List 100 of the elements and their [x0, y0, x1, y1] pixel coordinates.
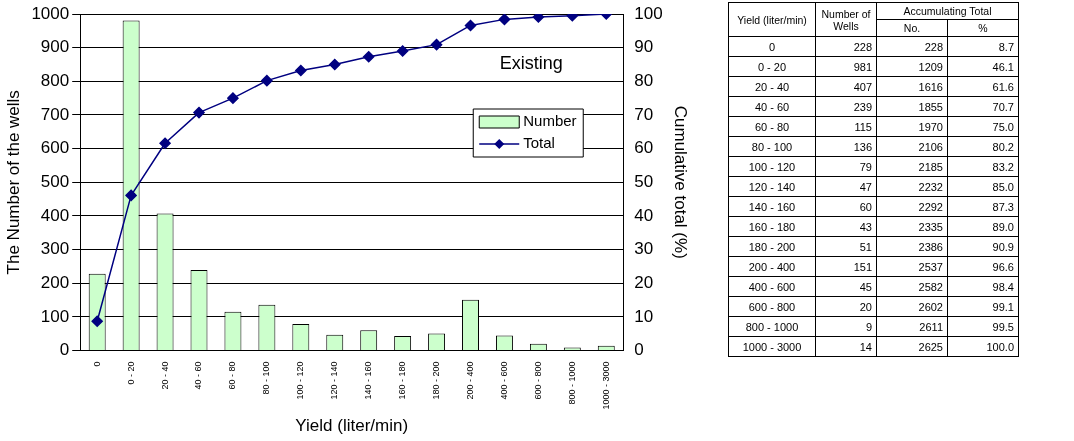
data-label: 2386: [876, 236, 948, 257]
data-label: 981: [815, 56, 877, 77]
data-label: 136: [815, 136, 877, 157]
category-label: 60 - 80: [728, 116, 816, 137]
text: Yield (liter/min): [728, 2, 816, 37]
legend-label: Total: [523, 134, 555, 152]
data-label: 1855: [876, 96, 948, 117]
data-label: 228: [876, 36, 948, 57]
y-tick-label: 800: [40, 71, 70, 90]
category-label: 120 - 140: [728, 176, 816, 197]
legend-label: Number: [523, 112, 577, 130]
category-label: 800 - 1000: [728, 316, 816, 337]
x-tick-label: 600 - 800: [532, 361, 543, 400]
y-tick-label: 100: [40, 306, 70, 326]
data-label: 100.0: [947, 336, 1019, 357]
data-label: 1616: [876, 76, 948, 97]
data-label: 75.0: [947, 116, 1019, 137]
point: [193, 106, 205, 119]
category-label: 200 - 400: [728, 256, 816, 277]
data-label: 228: [815, 36, 877, 57]
data-label: 407: [815, 76, 877, 97]
point: [91, 315, 103, 328]
x-tick-label: 120 - 140: [329, 361, 340, 400]
y-tick-label: 600: [40, 138, 70, 158]
y-tick-label: 0: [59, 340, 70, 360]
y2-tick-label: 80: [634, 71, 654, 90]
annotation: Existing: [499, 53, 563, 74]
category-label: 0: [728, 36, 816, 57]
data-label: 99.5: [947, 316, 1019, 337]
text: Accumulating Total: [876, 2, 1019, 20]
category-label: 100 - 120: [728, 156, 816, 177]
data-label: 2537: [876, 256, 948, 277]
x-tick-label: 40 - 60: [193, 361, 204, 390]
category-label: 0 - 20: [728, 56, 816, 77]
data-label: 2602: [876, 296, 948, 317]
y2-tick-label: 60: [634, 138, 654, 158]
y2-tick-label: 30: [634, 239, 654, 259]
data-label: 9: [815, 316, 877, 337]
data-label: 90.9: [947, 236, 1019, 257]
y-tick-label: 900: [40, 37, 70, 57]
data-label: 1209: [876, 56, 948, 77]
text: No.: [876, 19, 948, 37]
y2-tick-label: 100: [634, 3, 663, 23]
x-tick-label: 180 - 200: [431, 361, 442, 400]
category-label: 140 - 160: [728, 196, 816, 217]
data-label: 51: [815, 236, 877, 257]
x-tick-label: 200 - 400: [465, 361, 475, 400]
category-label: 20 - 40: [728, 76, 816, 97]
y2-tick-label: 70: [634, 104, 654, 124]
point: [362, 50, 375, 63]
text: %: [947, 19, 1019, 37]
x-axis-title: Yield (liter/min): [295, 416, 409, 436]
data-label: 20: [815, 296, 877, 317]
x-tick-label: 60 - 80: [227, 361, 238, 390]
data-label: 2335: [876, 216, 948, 237]
data-label: 115: [815, 116, 877, 137]
y2-tick-label: 90: [634, 37, 654, 57]
data-label: 80.2: [947, 136, 1019, 157]
category-label: 80 - 100: [728, 136, 816, 157]
data-label: 43: [815, 216, 877, 237]
data-label: 239: [815, 96, 877, 117]
data-label: 2625: [876, 336, 948, 357]
point: [125, 189, 137, 202]
point: [396, 45, 409, 57]
data-label: 99.1: [947, 296, 1019, 317]
y-tick-label: 400: [40, 205, 70, 225]
data-label: 46.1: [947, 56, 1019, 77]
y2-tick-label: 40: [634, 205, 654, 225]
data-label: 79: [815, 156, 877, 177]
point: [464, 19, 477, 32]
category-label: 600 - 800: [728, 296, 816, 317]
point: [329, 58, 341, 71]
data-label: 83.2: [947, 156, 1019, 177]
data-label: 98.4: [947, 276, 1019, 297]
y-tick-label: 200: [40, 272, 70, 292]
data-label: 2232: [876, 176, 948, 197]
y2-axis-title: Cumulative total (%): [671, 105, 691, 259]
data-label: 47: [815, 176, 877, 197]
x-tick-label: 0: [91, 361, 102, 367]
data-label: 2185: [876, 156, 948, 177]
y2-tick-label: 0: [634, 340, 644, 360]
x-tick-label: 100 - 120: [295, 361, 306, 400]
x-tick-label: 400 - 600: [498, 361, 509, 400]
text: Number of Wells: [815, 2, 877, 37]
y-tick-label: 500: [40, 171, 70, 191]
x-tick-label: 20 - 40: [159, 361, 170, 390]
data-label: 151: [815, 256, 877, 277]
data-label: 2106: [876, 136, 948, 157]
x-tick-label: 80 - 100: [261, 361, 272, 395]
data-label: 85.0: [947, 176, 1019, 197]
x-tick-label: 800 - 1000: [566, 361, 577, 405]
point: [498, 14, 511, 26]
category-label: 400 - 600: [728, 276, 816, 297]
data-label: 2292: [876, 196, 948, 217]
data-label: 61.6: [947, 76, 1019, 97]
x-tick-label: 140 - 160: [363, 361, 374, 400]
x-tick-label: 160 - 180: [397, 361, 408, 400]
data-label: 8.7: [947, 36, 1019, 57]
data-label: 70.7: [947, 96, 1019, 117]
y-tick-label: 300: [40, 239, 70, 259]
